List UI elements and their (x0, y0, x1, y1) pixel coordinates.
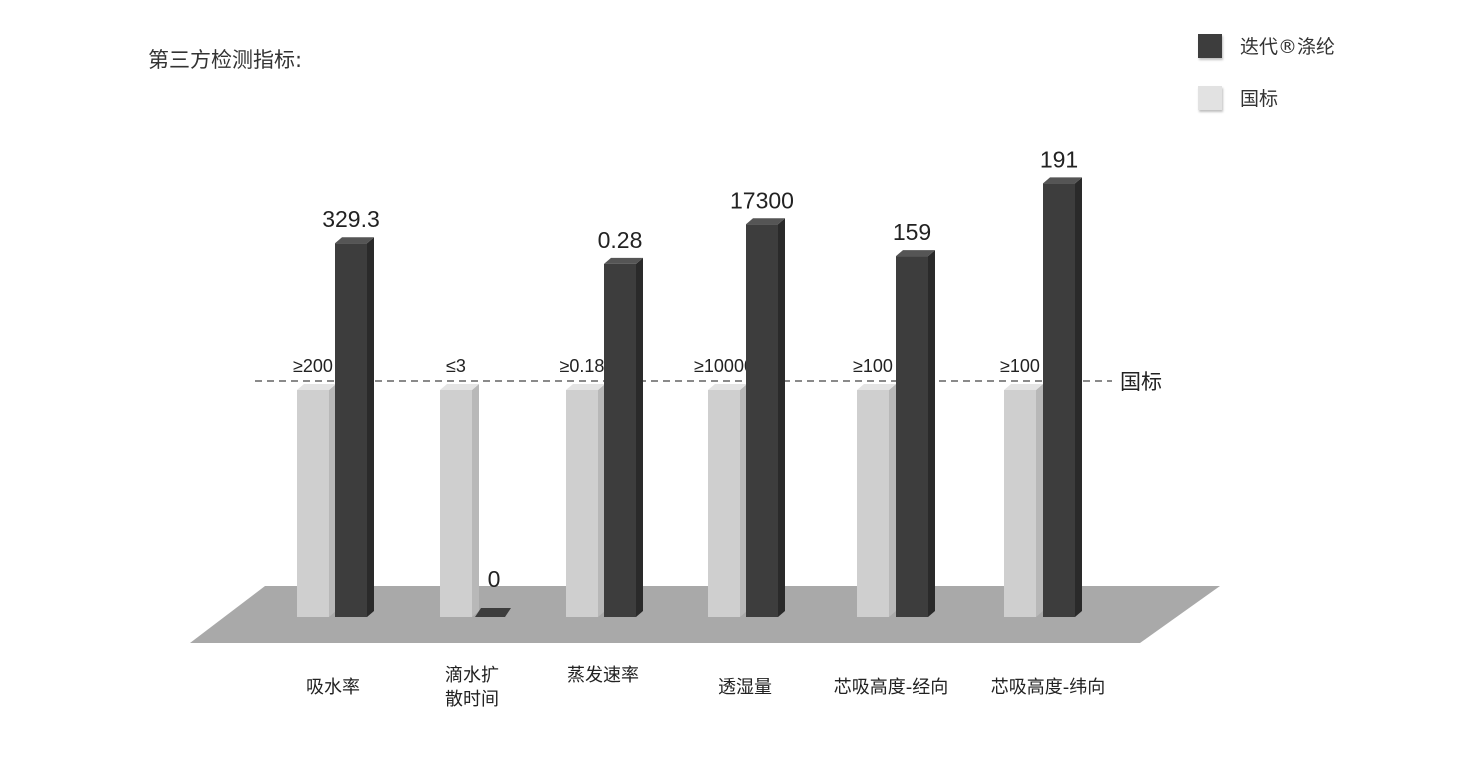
bar-top (857, 384, 896, 390)
category-label: 芯吸高度-纬向 (990, 677, 1106, 698)
data-label-brand: 191 (1040, 146, 1078, 172)
data-label-standard: ≥0.18 (560, 356, 605, 376)
bar-front (335, 243, 367, 617)
bar-standard (566, 384, 605, 617)
bar-top (440, 384, 479, 390)
bar-side (472, 384, 479, 617)
bar-side (1075, 177, 1082, 617)
bar-side (329, 384, 336, 617)
bar-front (604, 263, 636, 617)
data-label-standard: ≤3 (446, 356, 466, 376)
bar-front (440, 390, 472, 617)
data-label-brand: 329.3 (322, 206, 380, 232)
legend-label: 国标 (1240, 88, 1279, 110)
bar-brand (335, 237, 374, 617)
data-label-standard: ≥100 (853, 356, 893, 376)
bar-standard (857, 384, 896, 617)
chart-title: 第三方检测指标: (148, 48, 303, 72)
data-label-standard: ≥100 (1000, 356, 1040, 376)
legend-label: 迭代®涤纶 (1240, 36, 1336, 58)
bar-brand (746, 218, 785, 618)
bar-side (928, 250, 935, 617)
bar-standard (1004, 384, 1043, 617)
bar-front (857, 390, 889, 617)
data-label-brand: 159 (893, 219, 931, 245)
category-label: 芯吸高度-经向 (833, 677, 949, 698)
bar-top (604, 257, 643, 264)
bar-top (746, 218, 785, 225)
bar-brand (475, 608, 511, 617)
bar-top (1043, 177, 1082, 184)
bar-brand (896, 250, 935, 617)
data-label-brand: 0 (488, 566, 501, 592)
bar-front (1043, 183, 1075, 617)
category-label: 滴水扩散时间 (445, 665, 499, 710)
bar-front (297, 390, 329, 617)
category-label: 蒸发速率 (567, 665, 639, 686)
legend-swatch (1198, 85, 1222, 110)
bar-front (896, 256, 928, 617)
data-label-standard: ≥200 (293, 356, 333, 376)
bar-front (746, 224, 778, 618)
data-label-standard: ≥10000 (694, 356, 754, 376)
data-label-brand: 17300 (730, 187, 794, 213)
bar-top (896, 250, 935, 257)
data-label-brand: 0.28 (598, 227, 643, 253)
bar-standard (708, 384, 747, 617)
bar-top (566, 384, 605, 390)
bar-top (708, 384, 747, 390)
bar-top (297, 384, 336, 390)
bar-brand (1043, 177, 1082, 617)
legend-item-standard: 国标 (1198, 84, 1278, 111)
legend-item-brand: 迭代®涤纶 (1198, 32, 1335, 59)
bar-front (1004, 390, 1036, 617)
bar-top (335, 237, 374, 244)
bar-standard (440, 384, 479, 617)
bar-side (778, 218, 785, 618)
bar-side (367, 237, 374, 617)
bar-front (566, 390, 598, 617)
category-label: 透湿量 (718, 677, 772, 698)
category-label: 吸水率 (306, 677, 360, 698)
bar-side (889, 384, 896, 617)
bar-side (598, 384, 605, 617)
bar-front (708, 390, 740, 617)
bar-side (1036, 384, 1043, 617)
bar-standard (297, 384, 336, 617)
bar-side (636, 257, 643, 617)
bar-top (1004, 384, 1043, 390)
reference-line-label: 国标 (1120, 370, 1162, 394)
bar-side (740, 384, 747, 617)
legend-swatch (1198, 33, 1222, 58)
bar-brand (604, 257, 643, 617)
